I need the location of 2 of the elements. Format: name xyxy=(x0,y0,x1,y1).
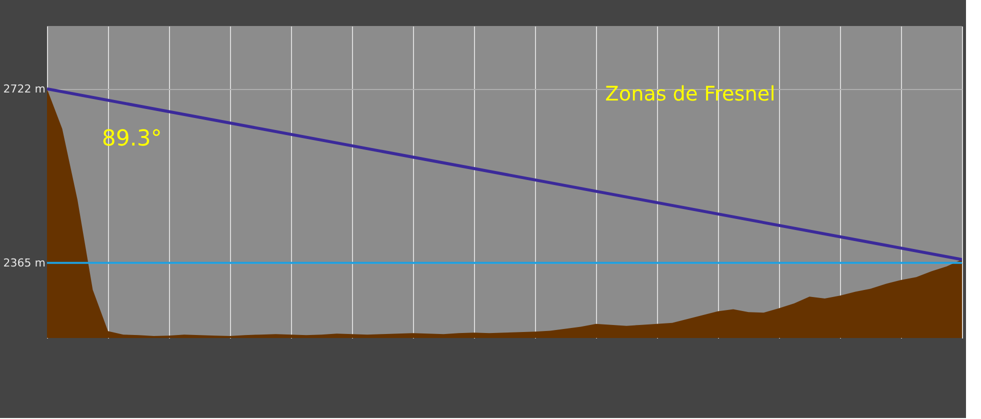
y-tick-label: 2365 m xyxy=(3,256,46,270)
y-tick-label: 2722 m xyxy=(3,82,46,96)
